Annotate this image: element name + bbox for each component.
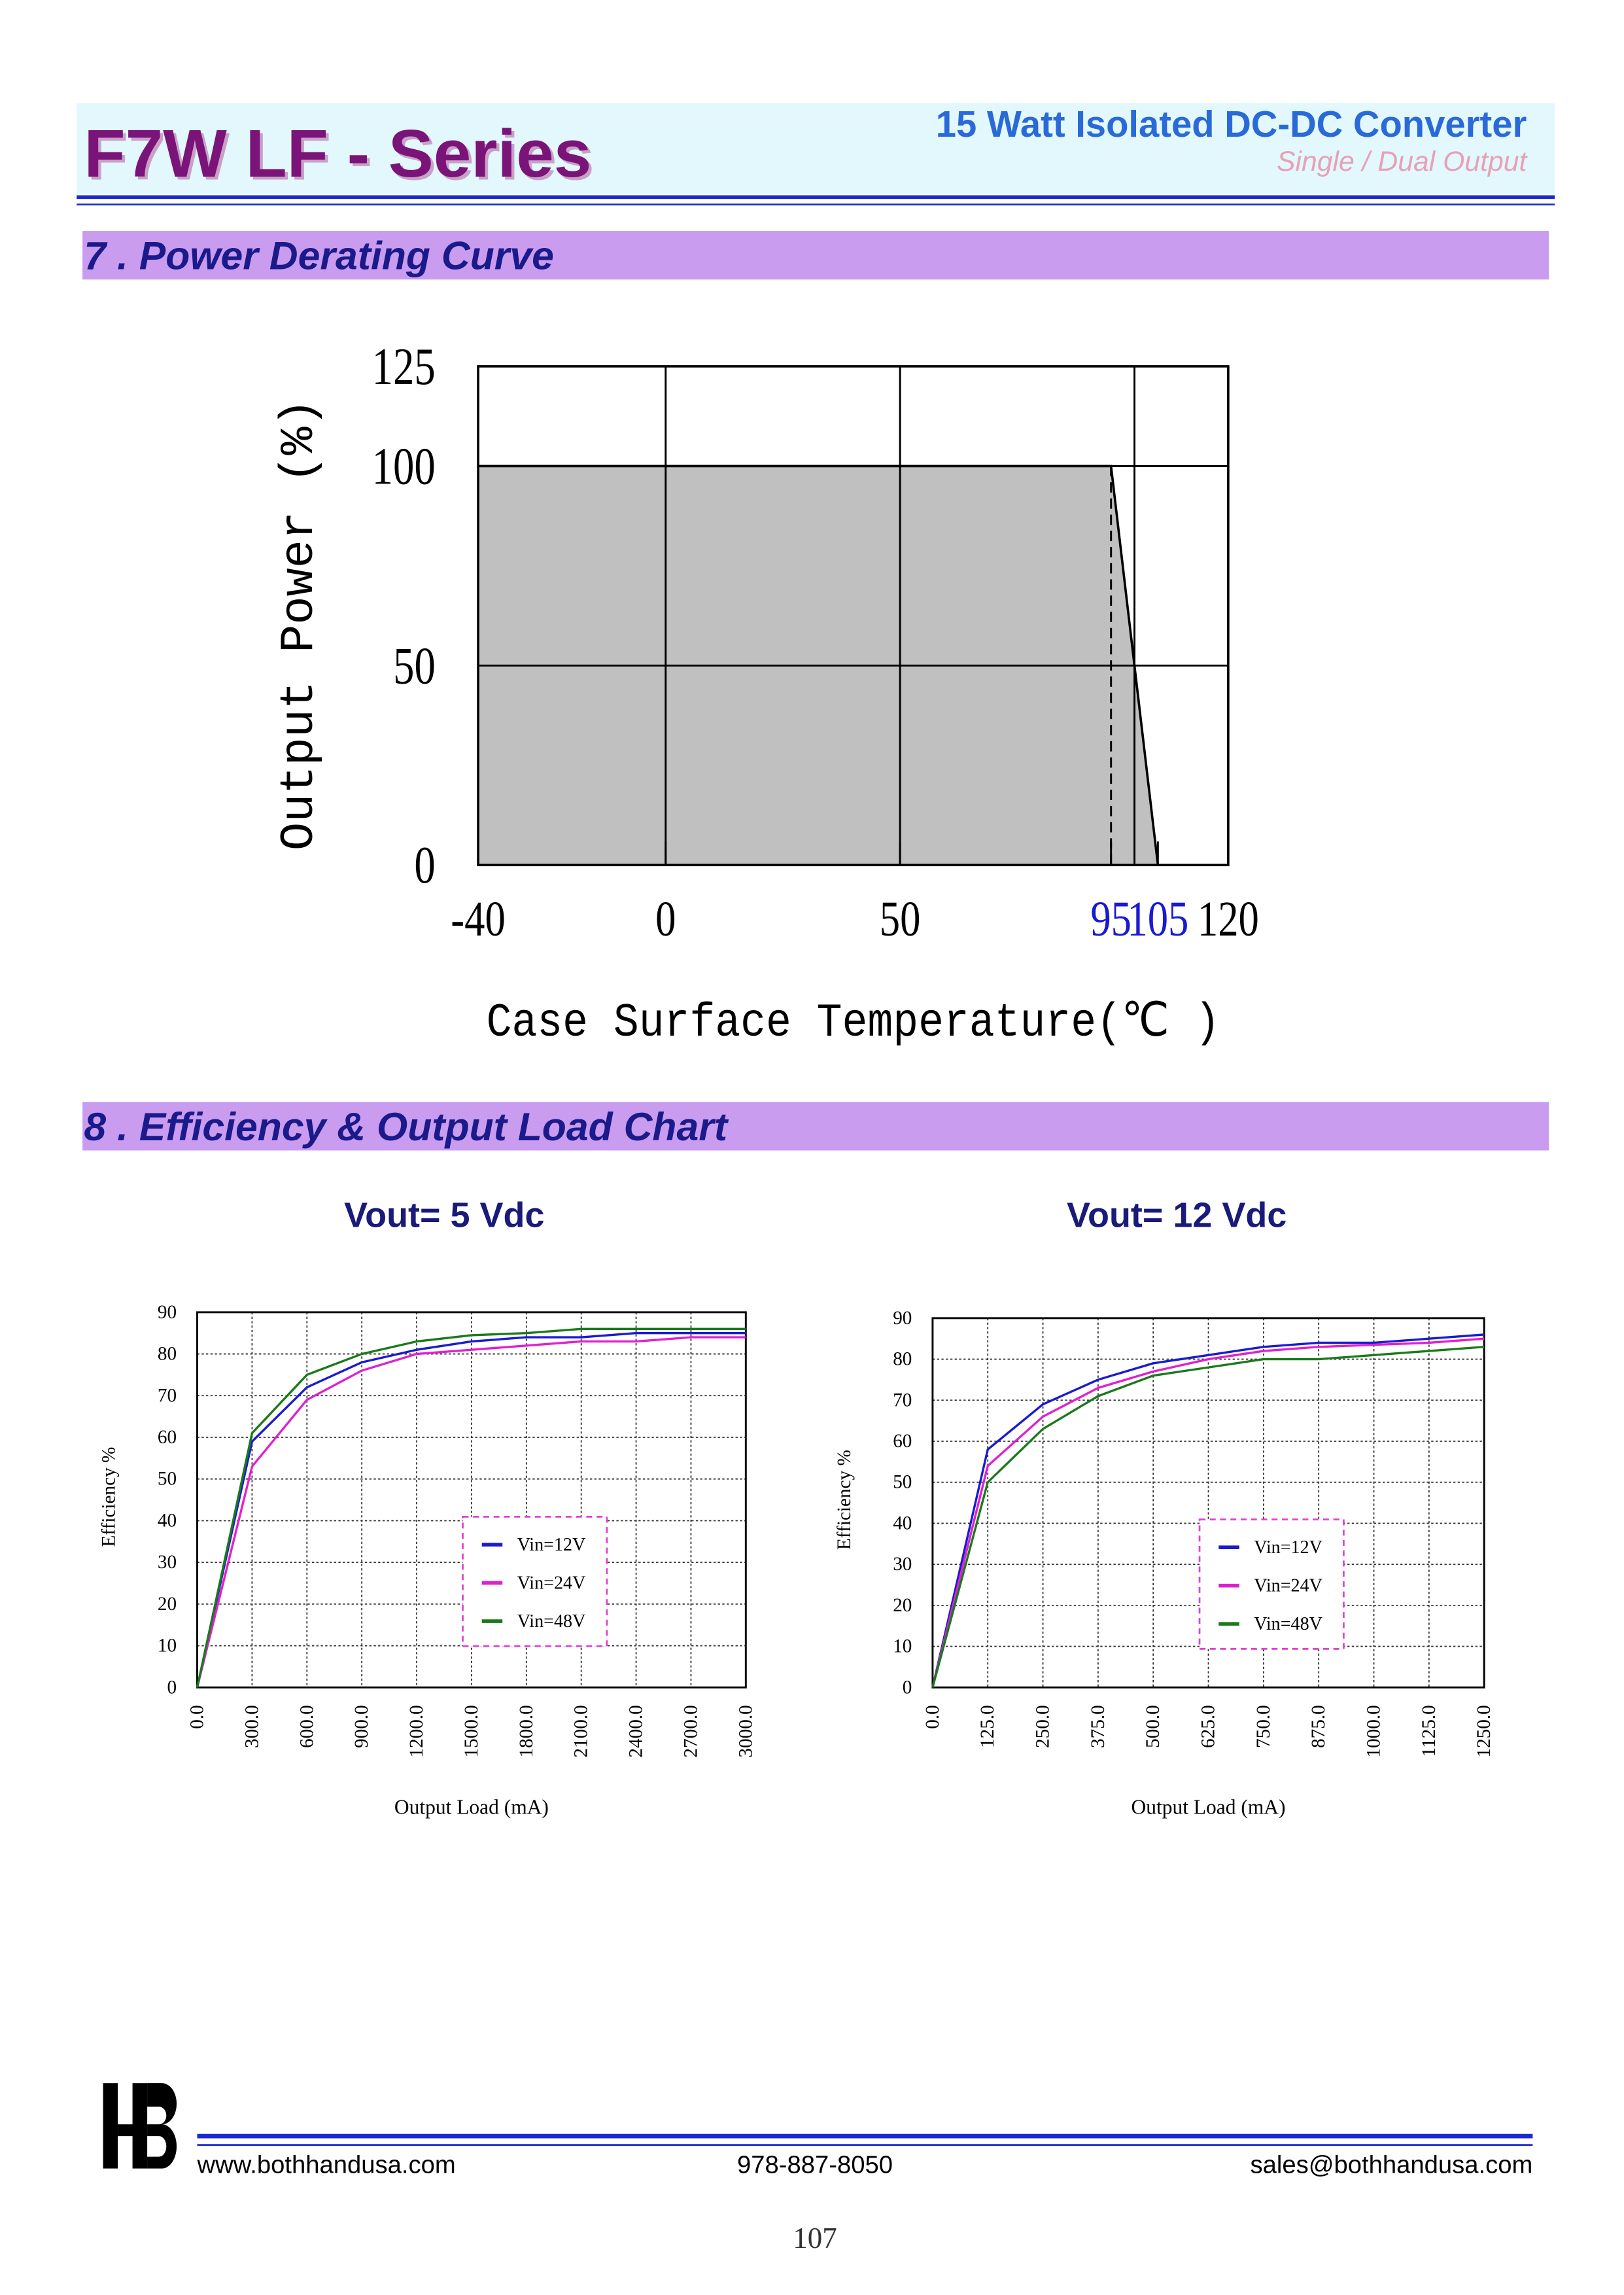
x-axis-label: Case Surface Temperature(℃ ) — [487, 996, 1220, 1050]
logo — [103, 2083, 177, 2169]
x-tick-label: 2400.0 — [626, 1705, 647, 1757]
x-tick-label: 375.0 — [1088, 1705, 1109, 1748]
y-tick-label: 60 — [893, 1431, 912, 1452]
y-tick-label: 40 — [893, 1513, 912, 1533]
y-tick-label: 70 — [158, 1385, 177, 1406]
x-tick-label: 105 — [1127, 892, 1188, 947]
y-axis-label: Output Power (%) — [273, 398, 326, 850]
legend-label: Vin=12V — [1254, 1537, 1322, 1558]
legend-label: Vin=12V — [517, 1535, 586, 1555]
y-axis-label: Efficiency % — [834, 1450, 855, 1550]
x-tick-label: 0 — [655, 892, 676, 947]
series-line — [196, 1336, 746, 1688]
x-tick-label: 600.0 — [296, 1705, 317, 1748]
x-tick-label: 0.0 — [187, 1705, 208, 1729]
x-tick-label: 625.0 — [1198, 1705, 1219, 1748]
y-tick-label: 60 — [158, 1427, 177, 1448]
series-line — [931, 1333, 1485, 1688]
x-tick-label: 750.0 — [1253, 1705, 1274, 1748]
x-tick-label: 2100.0 — [571, 1705, 592, 1757]
footer-phone: 978-887-8050 — [737, 2150, 893, 2179]
legend-label: Vin=24V — [517, 1573, 586, 1594]
y-tick-label: 20 — [893, 1595, 912, 1616]
legend: Vin=12V Vin=24V Vin=48V — [462, 1516, 608, 1647]
x-tick-label: 875.0 — [1308, 1705, 1329, 1748]
section-title: 7 . Power Derating Curve — [84, 234, 554, 278]
y-tick-label: 0 — [167, 1677, 177, 1698]
x-tick-label: 1250.0 — [1474, 1705, 1494, 1757]
y-tick-label: 10 — [158, 1636, 177, 1656]
y-tick-label: 80 — [158, 1344, 177, 1365]
y-tick-label: 90 — [893, 1308, 912, 1329]
legend: Vin=12V Vin=24V Vin=48V — [1198, 1518, 1345, 1650]
y-tick-label: 0 — [903, 1677, 912, 1698]
header-subtitle: 15 Watt Isolated DC-DC Converter — [936, 103, 1527, 145]
header-output: Single / Dual Output — [1277, 146, 1528, 177]
x-tick-label: 1125.0 — [1419, 1705, 1440, 1757]
y-tick-label: 80 — [893, 1349, 912, 1370]
y-tick-label: 50 — [893, 1472, 912, 1493]
x-tick-label: 0.0 — [922, 1705, 943, 1729]
footer-website: www.bothhandusa.com — [197, 2150, 456, 2179]
x-tick-label: 1800.0 — [516, 1705, 537, 1757]
y-tick-label: 100 — [372, 437, 436, 495]
x-tick-label: 2700.0 — [680, 1705, 701, 1757]
x-tick-label: 95 — [1090, 892, 1132, 947]
series-line — [931, 1346, 1485, 1688]
series-line — [196, 1332, 746, 1688]
plot-frame — [477, 365, 1230, 867]
y-tick-label: 10 — [893, 1636, 912, 1657]
x-axis-label: Output Load (mA) — [394, 1796, 549, 1819]
plot-frame — [931, 1317, 1485, 1689]
legend-label: Vin=48V — [517, 1611, 586, 1632]
footer-email: sales@bothhandusa.com — [1250, 2150, 1532, 2179]
x-tick-label: -40 — [451, 892, 506, 947]
y-tick-label: 20 — [158, 1594, 177, 1615]
x-tick-label: 1000.0 — [1364, 1705, 1385, 1757]
x-tick-label: 50 — [880, 892, 921, 947]
efficiency-chart: Vout= 5 Vdc 0.0 300.0 600.0 900.0 1200.0 1500.… — [99, 1195, 757, 1818]
plot-frame — [196, 1311, 747, 1689]
legend-label: Vin=48V — [1254, 1614, 1322, 1634]
section-title: 8 . Efficiency & Output Load Chart — [84, 1104, 729, 1149]
x-tick-label: 300.0 — [241, 1705, 262, 1748]
x-tick-label: 500.0 — [1143, 1705, 1164, 1748]
y-tick-label: 50 — [393, 637, 436, 695]
series-line — [931, 1337, 1485, 1688]
y-axis-label: Efficiency % — [99, 1447, 120, 1547]
y-tick-label: 70 — [893, 1390, 912, 1410]
series-line — [196, 1327, 746, 1688]
efficiency-chart: Vout= 12 Vdc 0.0 125.0 250.0 375.0 500.0 625.0… — [834, 1195, 1494, 1818]
legend-label: Vin=24V — [1254, 1576, 1322, 1596]
x-tick-label: 250.0 — [1033, 1705, 1054, 1748]
x-tick-label: 120 — [1198, 892, 1259, 947]
section-band — [82, 1102, 1549, 1151]
header-title-shadow: F7W LF - Series — [87, 118, 595, 194]
x-tick-label: 3000.0 — [735, 1705, 756, 1757]
y-tick-label: 30 — [893, 1554, 912, 1575]
page-number: 107 — [793, 2222, 837, 2254]
section-band — [82, 231, 1549, 280]
header-band — [77, 103, 1555, 194]
x-tick-label: 125.0 — [977, 1705, 998, 1748]
chart-title: Vout= 5 Vdc — [344, 1195, 544, 1235]
y-tick-label: 40 — [158, 1510, 177, 1531]
x-tick-label: 900.0 — [351, 1705, 372, 1748]
x-axis-label: Output Load (mA) — [1132, 1796, 1286, 1819]
x-tick-label: 1500.0 — [461, 1705, 482, 1757]
y-tick-label: 90 — [158, 1302, 177, 1323]
x-tick-label: 1200.0 — [406, 1705, 427, 1757]
y-tick-label: 50 — [158, 1469, 177, 1490]
chart-title: Vout= 12 Vdc — [1067, 1195, 1287, 1235]
y-tick-label: 125 — [372, 337, 436, 395]
y-tick-label: 30 — [158, 1552, 177, 1573]
y-tick-label: 0 — [414, 835, 435, 894]
header-title: F7W LF - Series — [84, 115, 591, 191]
